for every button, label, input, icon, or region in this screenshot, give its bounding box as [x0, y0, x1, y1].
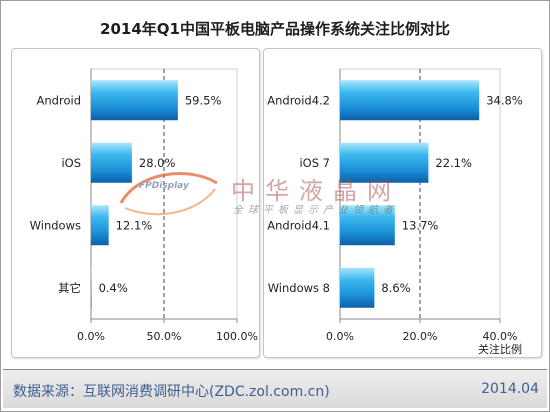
bar-android	[91, 80, 178, 121]
chart-title: 2014年Q1中国平板电脑产品操作系统关注比例对比	[100, 20, 450, 38]
bar-ios	[91, 142, 132, 183]
x-axis-label: 关注比例	[478, 342, 522, 356]
category-label: iOS 7	[299, 156, 330, 170]
value-label: 8.6%	[381, 281, 410, 295]
value-label: 34.8%	[486, 93, 523, 107]
category-label: Windows	[30, 218, 81, 232]
x-tick-label: 20.0%	[403, 330, 438, 343]
category-label: iOS	[61, 156, 81, 170]
os-version-share-chart: Android4.2 34.8% iOS 7 22.1% Android4.1 13.7%…	[267, 68, 523, 356]
x-tick-label: 0.0%	[77, 330, 105, 343]
category-label: Android4.1	[267, 218, 330, 232]
value-label: 22.1%	[435, 156, 472, 170]
x-tick-label: 100.0%	[216, 330, 258, 343]
value-label: 0.4%	[99, 281, 128, 295]
value-label: 28.0%	[139, 156, 176, 170]
bar-android4-1	[340, 205, 395, 246]
x-tick-label: 40.0%	[483, 330, 518, 343]
data-source: 数据来源：互联网消费调研中心(ZDC.zol.com.cn)	[13, 384, 330, 400]
report-date: 2014.04	[481, 381, 539, 397]
category-label: Android4.2	[267, 93, 330, 107]
category-label: Android	[37, 93, 81, 107]
os-share-chart: Android 59.5% iOS 28.0% Windows 12.1% 其它 0.4% 0.…	[30, 68, 258, 343]
bar-other	[91, 267, 92, 308]
bar-windows	[91, 205, 109, 246]
category-label: Windows 8	[268, 281, 330, 295]
value-label: 13.7%	[402, 218, 439, 232]
footer: 数据来源：互联网消费调研中心(ZDC.zol.com.cn) 2014.04	[3, 369, 547, 408]
bar-windows-8	[340, 267, 375, 308]
x-tick-label: 50.0%	[147, 330, 182, 343]
category-label: 其它	[58, 281, 81, 295]
bar-ios-7	[340, 142, 429, 183]
x-tick-label: 0.0%	[326, 330, 354, 343]
bar-android4-2	[340, 80, 480, 121]
value-label: 12.1%	[116, 218, 153, 232]
value-label: 59.5%	[185, 93, 222, 107]
